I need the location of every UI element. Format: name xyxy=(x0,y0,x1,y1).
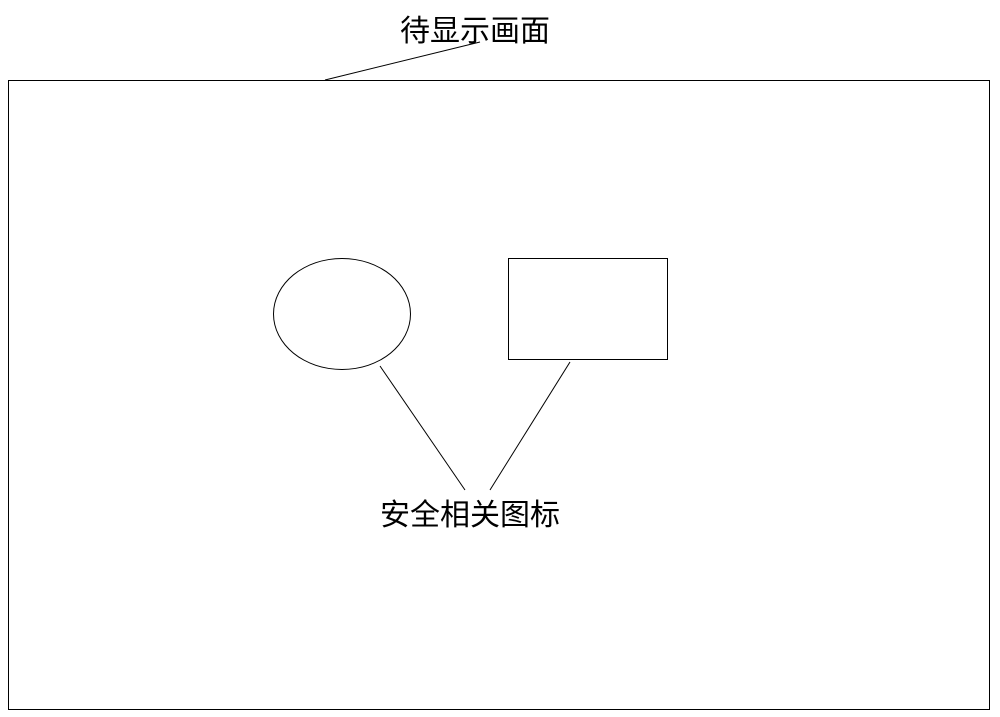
safety-icon-ellipse xyxy=(273,258,411,370)
top-label: 待显示画面 xyxy=(400,6,550,50)
bottom-label: 安全相关图标 xyxy=(380,490,560,534)
safety-icon-rect xyxy=(508,258,668,360)
display-frame xyxy=(8,80,990,710)
